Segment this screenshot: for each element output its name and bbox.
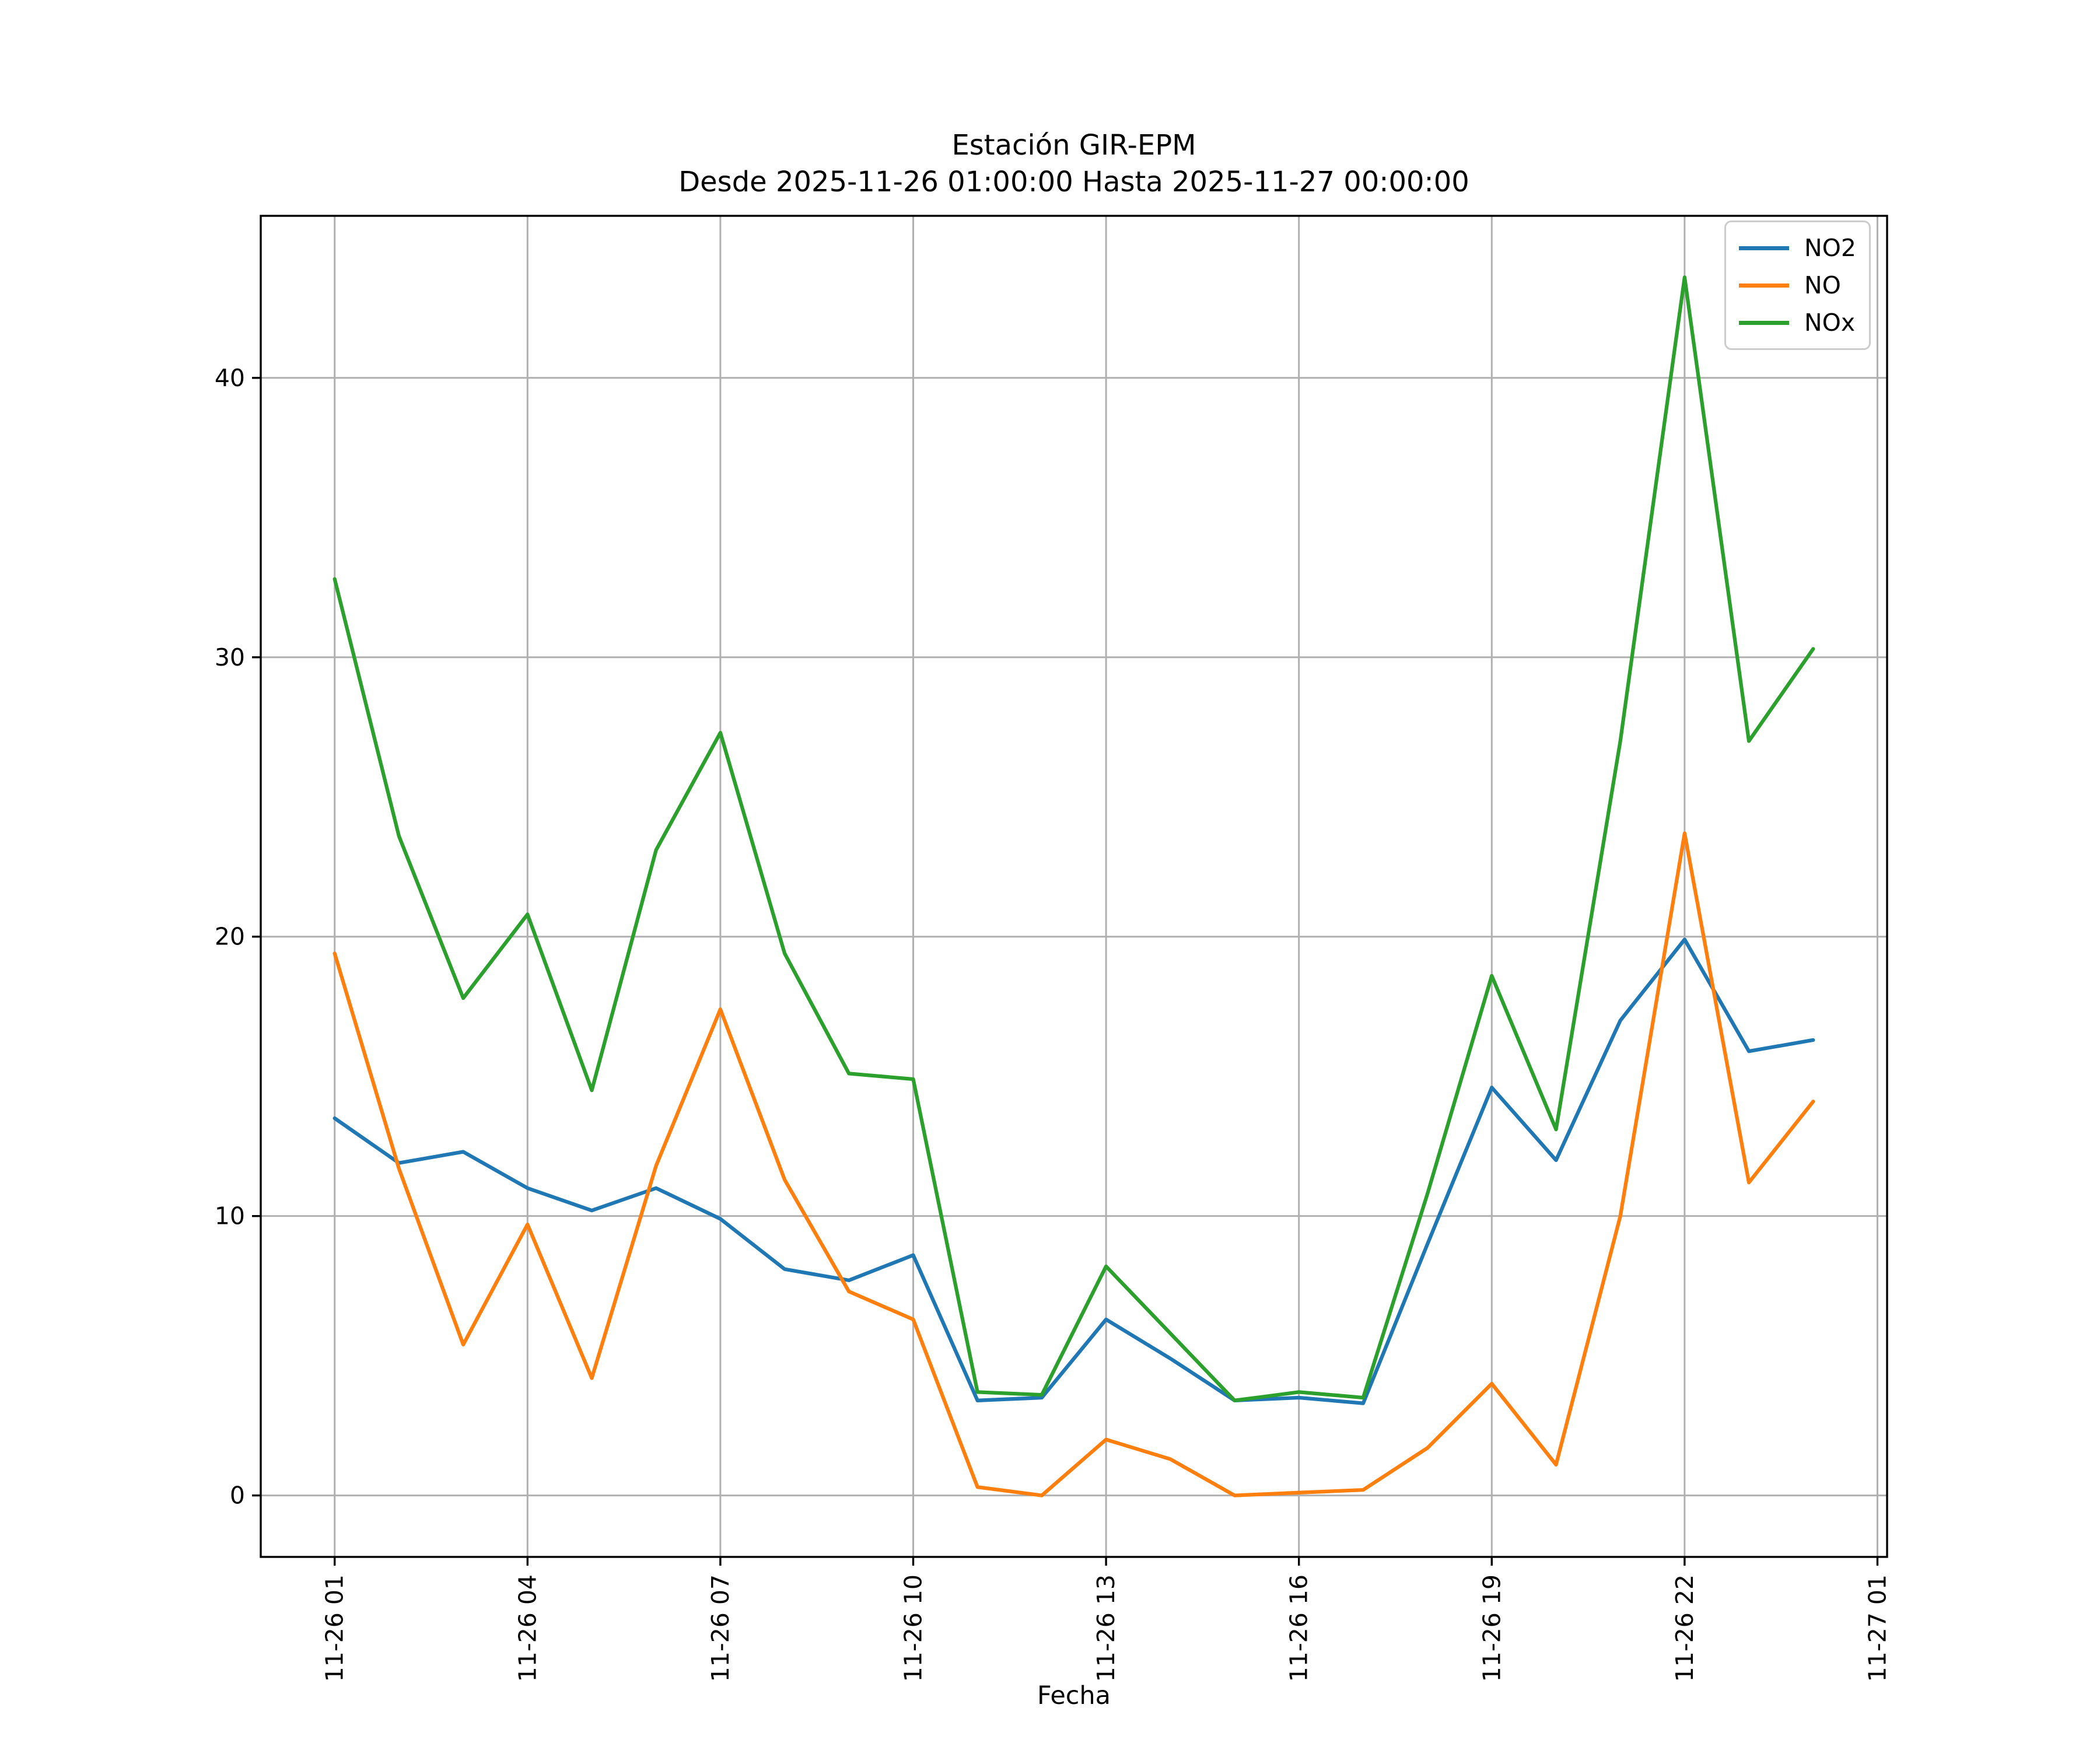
y-tick-label: 0 — [230, 1482, 245, 1510]
series-line-no2 — [332, 937, 1815, 1405]
legend-label-nox: NOx — [1804, 309, 1856, 337]
legend-line-nox-swatch — [1738, 320, 1789, 325]
legend-item-no2: NO2 — [1738, 232, 1856, 264]
x-tick-label: 11-26 22 — [1671, 1574, 1699, 1682]
chart-title-line2: Desde 2025-11-26 01:00:00 Hasta 2025-11-… — [678, 166, 1469, 198]
x-tick-label: 11-26 13 — [1092, 1574, 1120, 1682]
legend-label-no2: NO2 — [1804, 234, 1856, 262]
y-tick-label: 10 — [215, 1202, 245, 1230]
series-line-nox — [332, 275, 1815, 1402]
legend-line-no2-swatch — [1738, 246, 1789, 250]
x-tick-label: 11-26 10 — [900, 1574, 928, 1682]
legend-item-nox: NOx — [1738, 306, 1856, 339]
x-tick-label: 11-26 01 — [321, 1574, 349, 1682]
chart-title-line1: Estación GIR-EPM — [951, 129, 1196, 162]
chart-title: Estación GIR-EPM Desde 2025-11-26 01:00:… — [261, 127, 1887, 201]
x-axis-label: Fecha — [1037, 1681, 1111, 1710]
legend-label-no: NO — [1804, 271, 1841, 299]
series-line-no — [332, 831, 1815, 1497]
legend[interactable]: NO2 NO NOx — [1724, 220, 1871, 350]
x-tick-label: 11-26 04 — [513, 1574, 541, 1682]
y-tick-label: 40 — [215, 364, 245, 392]
x-tick-label: 11-26 19 — [1478, 1574, 1506, 1682]
y-tick-label: 20 — [215, 923, 245, 951]
legend-line-no-swatch — [1738, 283, 1789, 288]
x-tick-label: 11-27 01 — [1863, 1574, 1891, 1682]
y-tick-label: 30 — [215, 643, 245, 671]
x-tick-label: 11-26 16 — [1285, 1574, 1313, 1682]
axes-spines — [260, 215, 1888, 1558]
legend-item-no: NO — [1738, 269, 1856, 302]
x-tick-label: 11-26 07 — [706, 1574, 734, 1682]
